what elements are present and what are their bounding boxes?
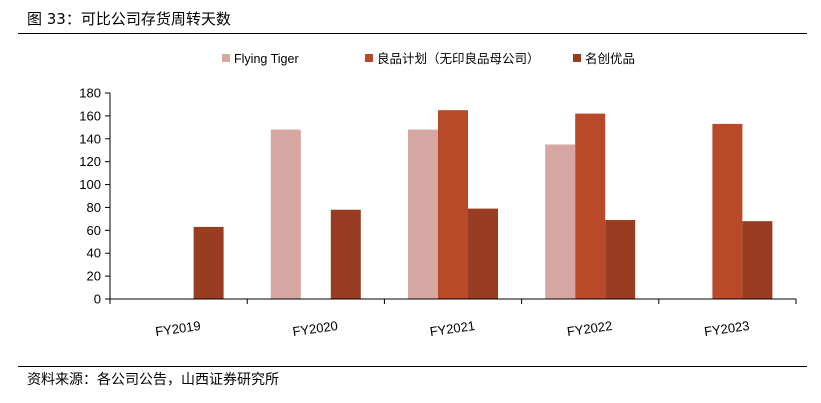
legend-label: 名创优品 bbox=[585, 51, 635, 66]
x-tick-label: FY2021 bbox=[429, 318, 476, 339]
x-tick-label: FY2023 bbox=[703, 318, 750, 339]
bar bbox=[545, 144, 576, 299]
bar bbox=[408, 129, 438, 299]
bar bbox=[438, 110, 468, 300]
legend-label: 良品计划（无印良品母公司） bbox=[377, 51, 540, 66]
bar bbox=[468, 208, 498, 299]
legend-swatch bbox=[365, 54, 373, 62]
legend-label: Flying Tiger bbox=[234, 52, 299, 66]
y-tick-label: 180 bbox=[79, 86, 101, 101]
x-tick-label: FY2020 bbox=[292, 318, 339, 339]
y-axis: 0 20 40 60 80 100 120 140 160 180 bbox=[79, 86, 111, 307]
bars bbox=[193, 110, 773, 300]
x-axis: FY2019 FY2020 FY2021 FY2022 FY2023 bbox=[109, 298, 797, 339]
y-tick-label: 160 bbox=[79, 108, 101, 123]
bar bbox=[270, 129, 301, 299]
y-tick-label: 140 bbox=[79, 131, 101, 146]
x-tick-label: FY2022 bbox=[566, 318, 613, 339]
legend-swatch bbox=[222, 54, 230, 62]
x-tick-label: FY2019 bbox=[154, 318, 201, 339]
bar bbox=[742, 221, 773, 299]
source-note: 资料来源：各公司公告，山西证券研究所 bbox=[27, 372, 279, 388]
bar bbox=[712, 123, 743, 300]
y-tick-label: 100 bbox=[79, 177, 101, 192]
source-rule bbox=[18, 366, 807, 367]
legend: Flying Tiger 良品计划（无印良品母公司） 名创优品 bbox=[222, 51, 635, 66]
figure-title: 图 33：可比公司存货周转天数 bbox=[27, 10, 231, 28]
y-tick-label: 20 bbox=[87, 269, 101, 284]
title-rule bbox=[18, 33, 807, 34]
bar bbox=[193, 226, 224, 299]
y-tick-label: 120 bbox=[79, 154, 101, 169]
y-tick-label: 60 bbox=[87, 223, 101, 238]
y-tick-label: 40 bbox=[87, 246, 101, 261]
legend-swatch bbox=[573, 54, 581, 62]
bar bbox=[330, 209, 361, 299]
bar bbox=[575, 113, 606, 299]
bar bbox=[605, 220, 636, 299]
y-tick-label: 0 bbox=[94, 292, 101, 307]
y-tick-label: 80 bbox=[87, 200, 101, 215]
